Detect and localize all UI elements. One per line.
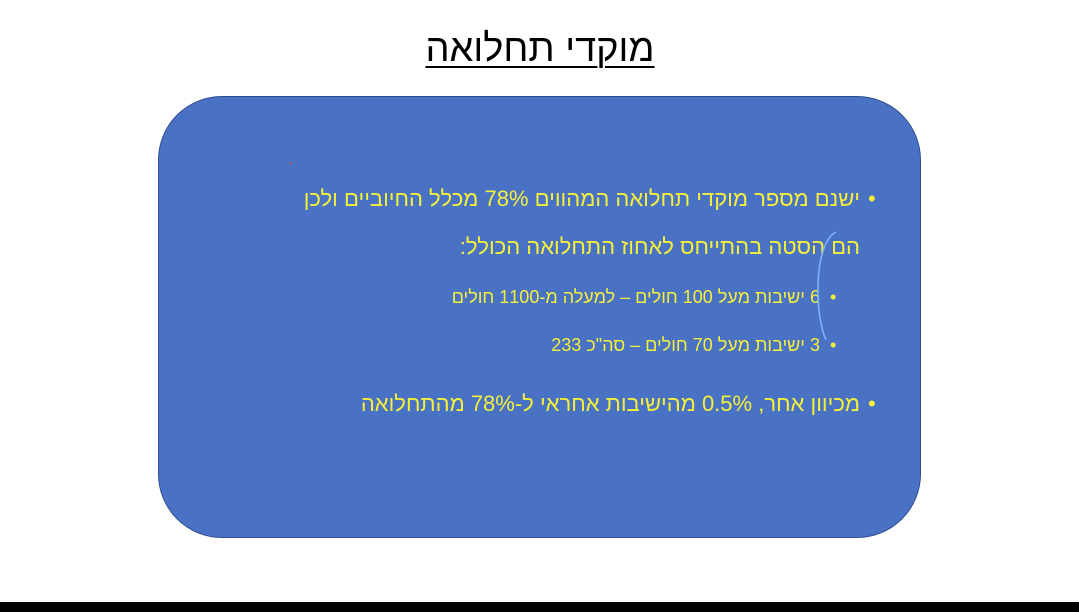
bullet-1-line-2: הם הסטה בהתייחס לאחוז התחלואה הכולל: xyxy=(459,234,860,259)
sub-bullet-dot-icon: • xyxy=(830,335,837,355)
bottom-black-bar xyxy=(0,602,1079,612)
bullet-dot-icon: • xyxy=(868,186,876,211)
sub-bullet-2: 3 ישיבות מעל 70 חולים – סה"כ 233 xyxy=(551,335,820,355)
sub-bullet-1: 6 ישיבות מעל 100 חולים – למעלה מ-1100 חו… xyxy=(451,287,820,307)
sub-bullet-dot-icon: • xyxy=(830,287,837,307)
bullet-2-line-1: מכיוון אחר, 0.5% מהישיבות אחראי ל-78% מה… xyxy=(360,391,860,416)
slide-title: מוקדי תחלואה xyxy=(425,28,655,70)
content-panel xyxy=(158,96,921,538)
bullet-1-line-1: ישנם מספר מוקדי תחלואה המהווים 78% מכלל … xyxy=(303,186,860,211)
bullet-dot-icon: • xyxy=(868,391,876,416)
